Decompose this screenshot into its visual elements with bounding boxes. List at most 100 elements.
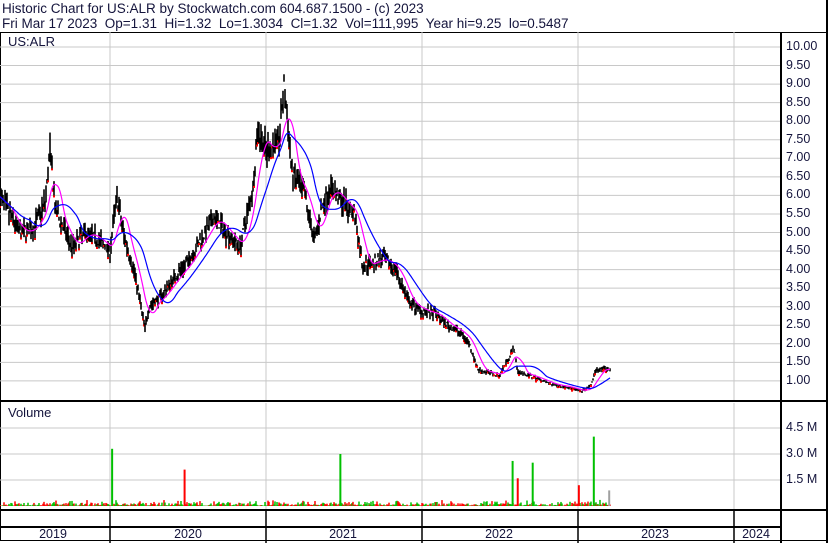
price-tick [518,374,520,377]
price-tick [139,302,141,305]
price-tick [344,209,346,212]
price-tick [378,265,380,268]
price-tick [80,233,82,236]
year-label: 2023 [641,527,669,541]
price-tick [41,218,43,221]
price-tick-label: 8.50 [786,94,811,109]
price-tick [14,231,16,234]
price-tick-label: 4.00 [786,261,811,276]
price-panel: US:ALR [0,32,782,400]
volume-tick-label: 3.0 M [786,446,818,460]
price-tick [117,209,119,212]
price-tick [131,270,133,273]
price-tick [507,361,509,364]
price-tick [439,322,441,325]
price-tick [194,256,196,259]
price-tick [84,236,86,239]
price-tick [143,324,145,327]
price-tick [303,189,305,192]
price-tick-label: 7.00 [786,150,811,165]
price-tick [25,241,27,244]
price-tick [353,210,355,213]
price-tick [395,272,397,275]
year-label: 2019 [39,527,67,541]
price-tick [135,283,137,286]
price-tick [103,245,105,248]
price-tick [198,243,200,246]
price-tick [503,365,505,368]
price-tick [590,384,592,387]
price-tick [272,156,274,159]
price-tick [271,146,273,149]
price-tick [333,196,335,199]
price-tick [51,168,53,171]
price-tick [573,388,575,391]
price-tick [214,222,216,225]
quote-summary: Fri Mar 17 2023 Op=1.31 Hi=1.32 Lo=1.303… [2,16,569,31]
price-tick [160,298,162,301]
price-tick [497,375,499,378]
price-tick [404,297,406,300]
price-tick [0,206,1,209]
price-tick-label: 2.50 [786,317,811,332]
price-tick [323,211,325,214]
price-tick [496,373,498,376]
price-tick [20,237,22,240]
year-label: 2021 [329,527,357,541]
moving-average-long [0,132,611,389]
price-tick [171,286,173,289]
price-tick-label: 10.00 [786,39,818,53]
price-tick [263,154,265,157]
price-tick [493,374,495,377]
price-tick [240,255,242,258]
price-tick [167,285,169,288]
price-tick [256,144,258,147]
price-tick [511,352,513,355]
price-tick [217,221,219,224]
price-tick [47,180,49,183]
price-tick [476,365,478,368]
price-tick [229,243,231,246]
price-tick [253,185,255,188]
price-tick [540,380,542,383]
price-tick-label: 2.00 [786,335,811,350]
price-tick [288,147,290,150]
price-tick [56,214,58,217]
price-tick [12,223,14,226]
price-tick-label: 9.00 [786,76,811,91]
volume-tick-label: 1.5 M [786,472,818,486]
price-tick [464,341,466,344]
price-tick [534,376,536,379]
year-label: 2020 [174,527,202,541]
price-tick [455,330,457,333]
price-tick [127,253,129,256]
price-tick [436,319,438,322]
price-tick [257,141,259,144]
price-tick-label: 9.50 [786,57,811,72]
price-tick [365,261,367,264]
price-tick [121,230,123,233]
price-tick-label: 5.50 [786,205,811,220]
price-tick [371,266,373,269]
price-tick-label: 6.50 [786,168,811,183]
price-tick [536,379,538,382]
price-tick [570,387,572,390]
price-tick [79,237,81,240]
price-tick [352,219,354,222]
price-tick [231,242,233,245]
moving-average-short [0,118,611,391]
price-tick [407,300,409,303]
price-tick [331,195,333,198]
price-tick [549,382,551,385]
price-tick [420,317,422,320]
price-tick [304,196,306,199]
price-tick [535,380,537,383]
price-tick [528,376,530,379]
price-tick [473,360,475,363]
price-tick-label: 1.00 [786,372,811,387]
price-tick [422,317,424,320]
price-tick [225,246,227,249]
price-tick [43,206,45,209]
price-tick [393,269,395,272]
price-tick [295,187,297,190]
